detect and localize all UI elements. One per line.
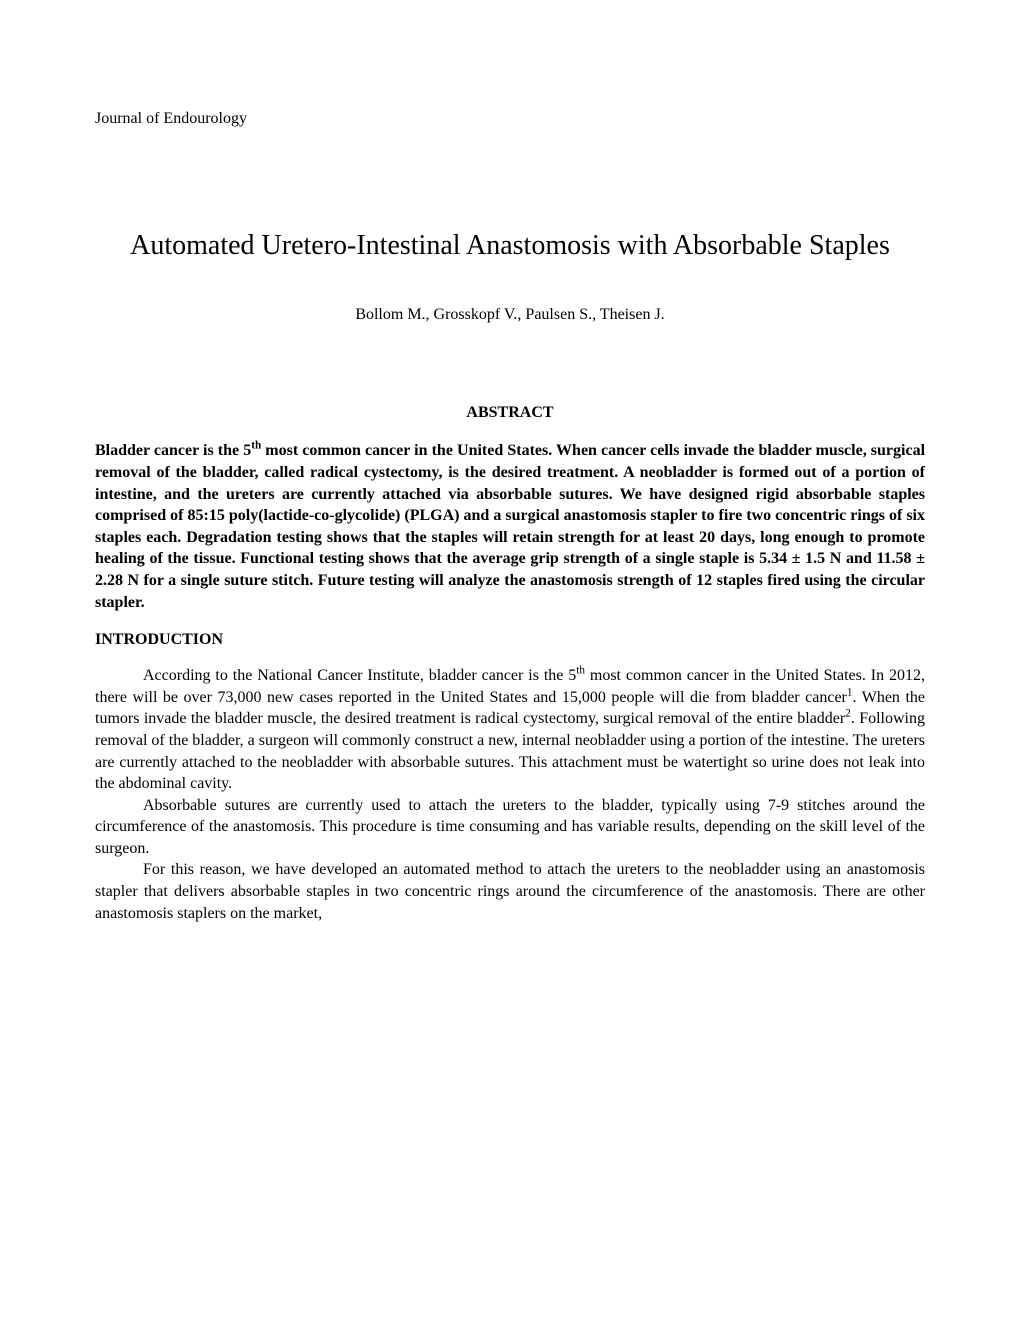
intro-paragraph-1: According to the National Cancer Institu… bbox=[95, 665, 925, 795]
abstract-heading: ABSTRACT bbox=[95, 404, 925, 422]
author-list: Bollom M., Grosskopf V., Paulsen S., The… bbox=[95, 306, 925, 324]
abstract-body: Bladder cancer is the 5th most common ca… bbox=[95, 440, 925, 613]
superscript-th: th bbox=[251, 440, 261, 452]
intro-paragraph-2: Absorbable sutures are currently used to… bbox=[95, 795, 925, 860]
paper-title: Automated Uretero-Intestinal Anastomosis… bbox=[95, 228, 925, 264]
abstract-text-2: most common cancer in the United States.… bbox=[95, 442, 925, 610]
introduction-heading: INTRODUCTION bbox=[95, 631, 925, 649]
journal-name: Journal of Endourology bbox=[95, 110, 925, 128]
abstract-text-1: Bladder cancer is the 5 bbox=[95, 442, 251, 459]
intro-p1-t1: According to the National Cancer Institu… bbox=[143, 667, 576, 684]
superscript-th: th bbox=[576, 665, 585, 677]
intro-paragraph-3: For this reason, we have developed an au… bbox=[95, 859, 925, 924]
